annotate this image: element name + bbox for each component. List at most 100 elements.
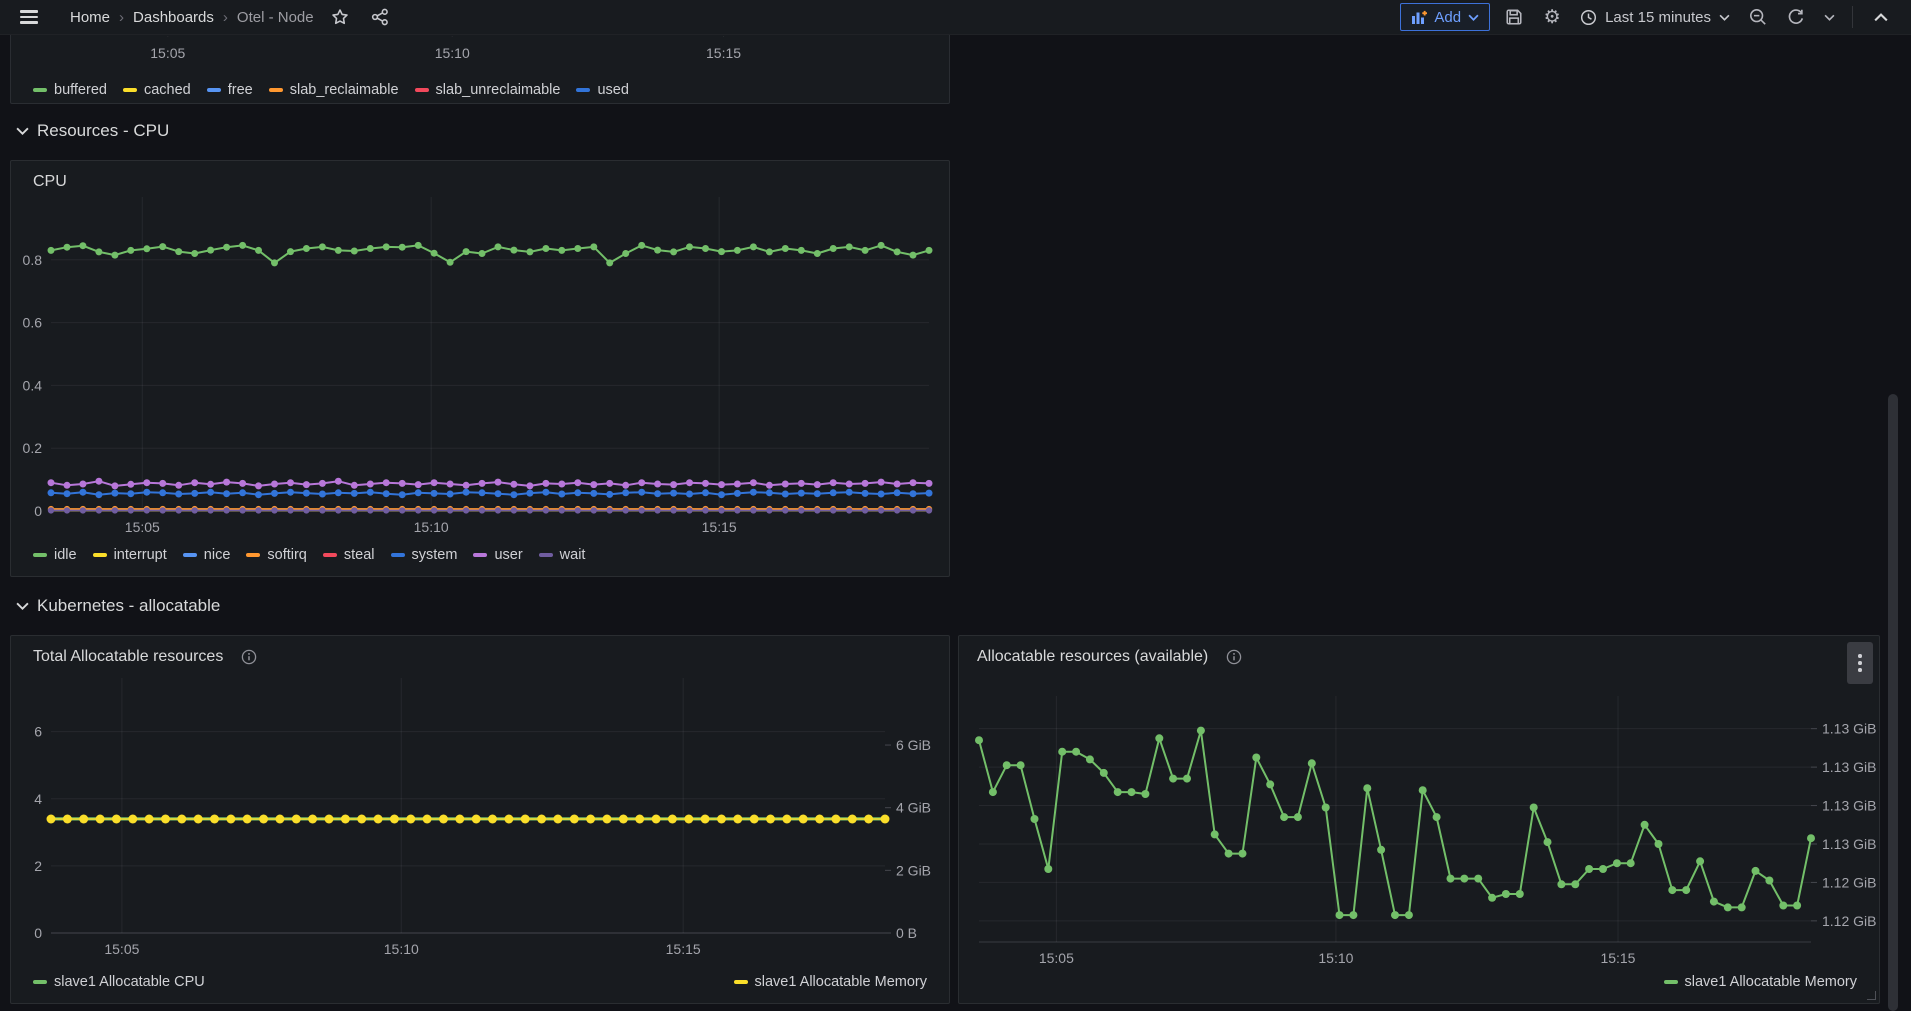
legend-item[interactable]: free: [206, 82, 253, 98]
legend-swatch: [33, 553, 47, 557]
breadcrumb-separator-icon: ›: [222, 8, 228, 26]
legend-swatch: [246, 553, 261, 557]
refresh-interval-chevron-icon[interactable]: [1820, 3, 1838, 31]
svg-text:15:10: 15:10: [384, 941, 419, 957]
section-title: Kubernetes - allocatable: [37, 596, 221, 615]
legend-label: used: [597, 82, 629, 98]
clock-icon: [1581, 9, 1597, 25]
chevron-down-icon: [1719, 14, 1730, 21]
svg-text:1.13 GiB: 1.13 GiB: [1822, 836, 1876, 852]
legend-item[interactable]: interrupt: [92, 547, 167, 563]
panel-title-text: Total Allocatable resources: [33, 648, 224, 665]
time-range-picker[interactable]: Last 15 minutes: [1576, 9, 1734, 26]
menu-toggle-icon[interactable]: [14, 6, 44, 27]
legend-swatch: [33, 980, 47, 984]
legend-label: cached: [143, 82, 191, 98]
svg-text:15:10: 15:10: [414, 519, 449, 535]
legend-swatch: [92, 553, 107, 557]
svg-text:15:05: 15:05: [125, 519, 160, 535]
legend-item[interactable]: softirq: [246, 547, 307, 563]
legend-item[interactable]: buffered: [33, 82, 107, 98]
svg-text:15:10: 15:10: [1318, 950, 1353, 966]
legend-item[interactable]: steal: [322, 547, 375, 563]
breadcrumb-item[interactable]: Dashboards: [133, 8, 214, 26]
nav-divider: [1852, 6, 1853, 28]
legend-item[interactable]: nice: [182, 547, 230, 563]
svg-text:15:15: 15:15: [706, 45, 741, 61]
legend-swatch: [576, 88, 591, 92]
legend-swatch: [1663, 980, 1678, 984]
allocatable-available-title[interactable]: Allocatable resources (available): [977, 648, 1242, 666]
legend-label: slave1 Allocatable Memory: [754, 974, 927, 990]
favorite-star-icon[interactable]: [326, 3, 354, 31]
legend-item[interactable]: slab_unreclaimable: [414, 82, 561, 98]
section-resources-cpu[interactable]: Resources - CPU: [16, 121, 169, 141]
section-kubernetes-allocatable[interactable]: Kubernetes - allocatable: [16, 596, 220, 616]
zoom-out-time-icon[interactable]: [1744, 3, 1772, 31]
svg-text:0.8: 0.8: [23, 252, 43, 268]
svg-text:1.13 GiB: 1.13 GiB: [1822, 759, 1876, 775]
dashboard-settings-gear-icon[interactable]: ⚙: [1543, 6, 1561, 28]
scrollbar-thumb[interactable]: [1888, 394, 1898, 1011]
svg-text:15:15: 15:15: [702, 519, 737, 535]
legend-item[interactable]: used: [576, 82, 629, 98]
info-icon[interactable]: [1226, 649, 1242, 665]
legend-item[interactable]: slab_reclaimable: [268, 82, 399, 98]
legend-item[interactable]: cached: [122, 82, 191, 98]
cpu-panel-title[interactable]: CPU: [33, 173, 67, 191]
refresh-icon[interactable]: [1782, 3, 1810, 31]
total-allocatable-title[interactable]: Total Allocatable resources: [33, 648, 257, 666]
svg-text:6 GiB: 6 GiB: [896, 737, 931, 753]
add-button-label: Add: [1434, 8, 1462, 26]
svg-text:1.12 GiB: 1.12 GiB: [1822, 913, 1876, 929]
cpu-chart[interactable]: 15:05 15:10 15:15 0 0.2 0.4 0.6 0.8: [11, 161, 947, 539]
breadcrumb-item[interactable]: Home: [70, 8, 111, 26]
legend-item[interactable]: system: [390, 547, 458, 563]
legend-swatch: [473, 553, 488, 557]
chevron-down-icon: [1468, 14, 1479, 21]
section-title: Resources - CPU: [37, 121, 170, 140]
svg-text:15:15: 15:15: [1600, 950, 1635, 966]
legend-label: slab_unreclaimable: [435, 82, 561, 98]
legend-label: slab_reclaimable: [289, 82, 399, 98]
svg-text:0.6: 0.6: [23, 315, 43, 331]
panel-title-text: CPU: [33, 173, 67, 190]
section-chevron-down-icon: [16, 127, 29, 135]
legend-item[interactable]: slave1 Allocatable Memory: [733, 974, 927, 990]
total-allocatable-chart[interactable]: 15:05 15:10 15:15 0 2 4 6 0 B 2 GiB 4 GiB 6 GiB: [11, 636, 947, 968]
legend-item[interactable]: slave1 Allocatable CPU: [33, 974, 205, 990]
legend-item[interactable]: slave1 Allocatable Memory: [1663, 974, 1857, 990]
total-legend-right: slave1 Allocatable Memory: [733, 974, 927, 990]
svg-text:15:05: 15:05: [150, 45, 185, 61]
legend-item[interactable]: idle: [33, 547, 77, 563]
legend-swatch: [33, 88, 47, 92]
legend-swatch: [414, 88, 429, 92]
panel-menu-kebab-icon[interactable]: [1847, 642, 1873, 684]
legend-swatch: [268, 88, 283, 92]
legend-swatch: [322, 553, 337, 557]
svg-text:0.2: 0.2: [23, 440, 43, 456]
legend-swatch: [733, 980, 748, 984]
svg-text:15:05: 15:05: [104, 941, 139, 957]
legend-label: system: [411, 547, 458, 563]
add-button[interactable]: Add: [1400, 3, 1491, 31]
panel-resize-handle[interactable]: [1867, 991, 1876, 1000]
memory-legend: buffered cached free slab_reclaimable slab_u…: [33, 82, 629, 98]
total-legend-left: slave1 Allocatable CPU: [33, 974, 205, 990]
legend-label: buffered: [54, 82, 107, 98]
save-dashboard-icon[interactable]: [1500, 3, 1528, 31]
legend-swatch: [538, 553, 553, 557]
svg-text:15:10: 15:10: [435, 45, 470, 61]
top-nav: Home › Dashboards › Otel - Node Add: [0, 0, 1911, 35]
allocatable-available-chart[interactable]: 15:05 15:10 15:15 1.12 GiB 1.12 GiB 1.13 GiB 1…: [959, 636, 1877, 968]
legend-item[interactable]: user: [473, 547, 523, 563]
legend-label: free: [227, 82, 253, 98]
info-icon[interactable]: [241, 649, 257, 665]
svg-text:6: 6: [34, 724, 42, 740]
collapse-navbar-chevron-up-icon[interactable]: [1867, 3, 1895, 31]
legend-item[interactable]: wait: [538, 547, 585, 563]
memory-chart-axis[interactable]: 15:05 15:10 15:15: [11, 34, 947, 74]
share-icon[interactable]: [366, 3, 394, 31]
legend-label: slave1 Allocatable CPU: [54, 974, 205, 990]
svg-text:0: 0: [34, 503, 42, 519]
